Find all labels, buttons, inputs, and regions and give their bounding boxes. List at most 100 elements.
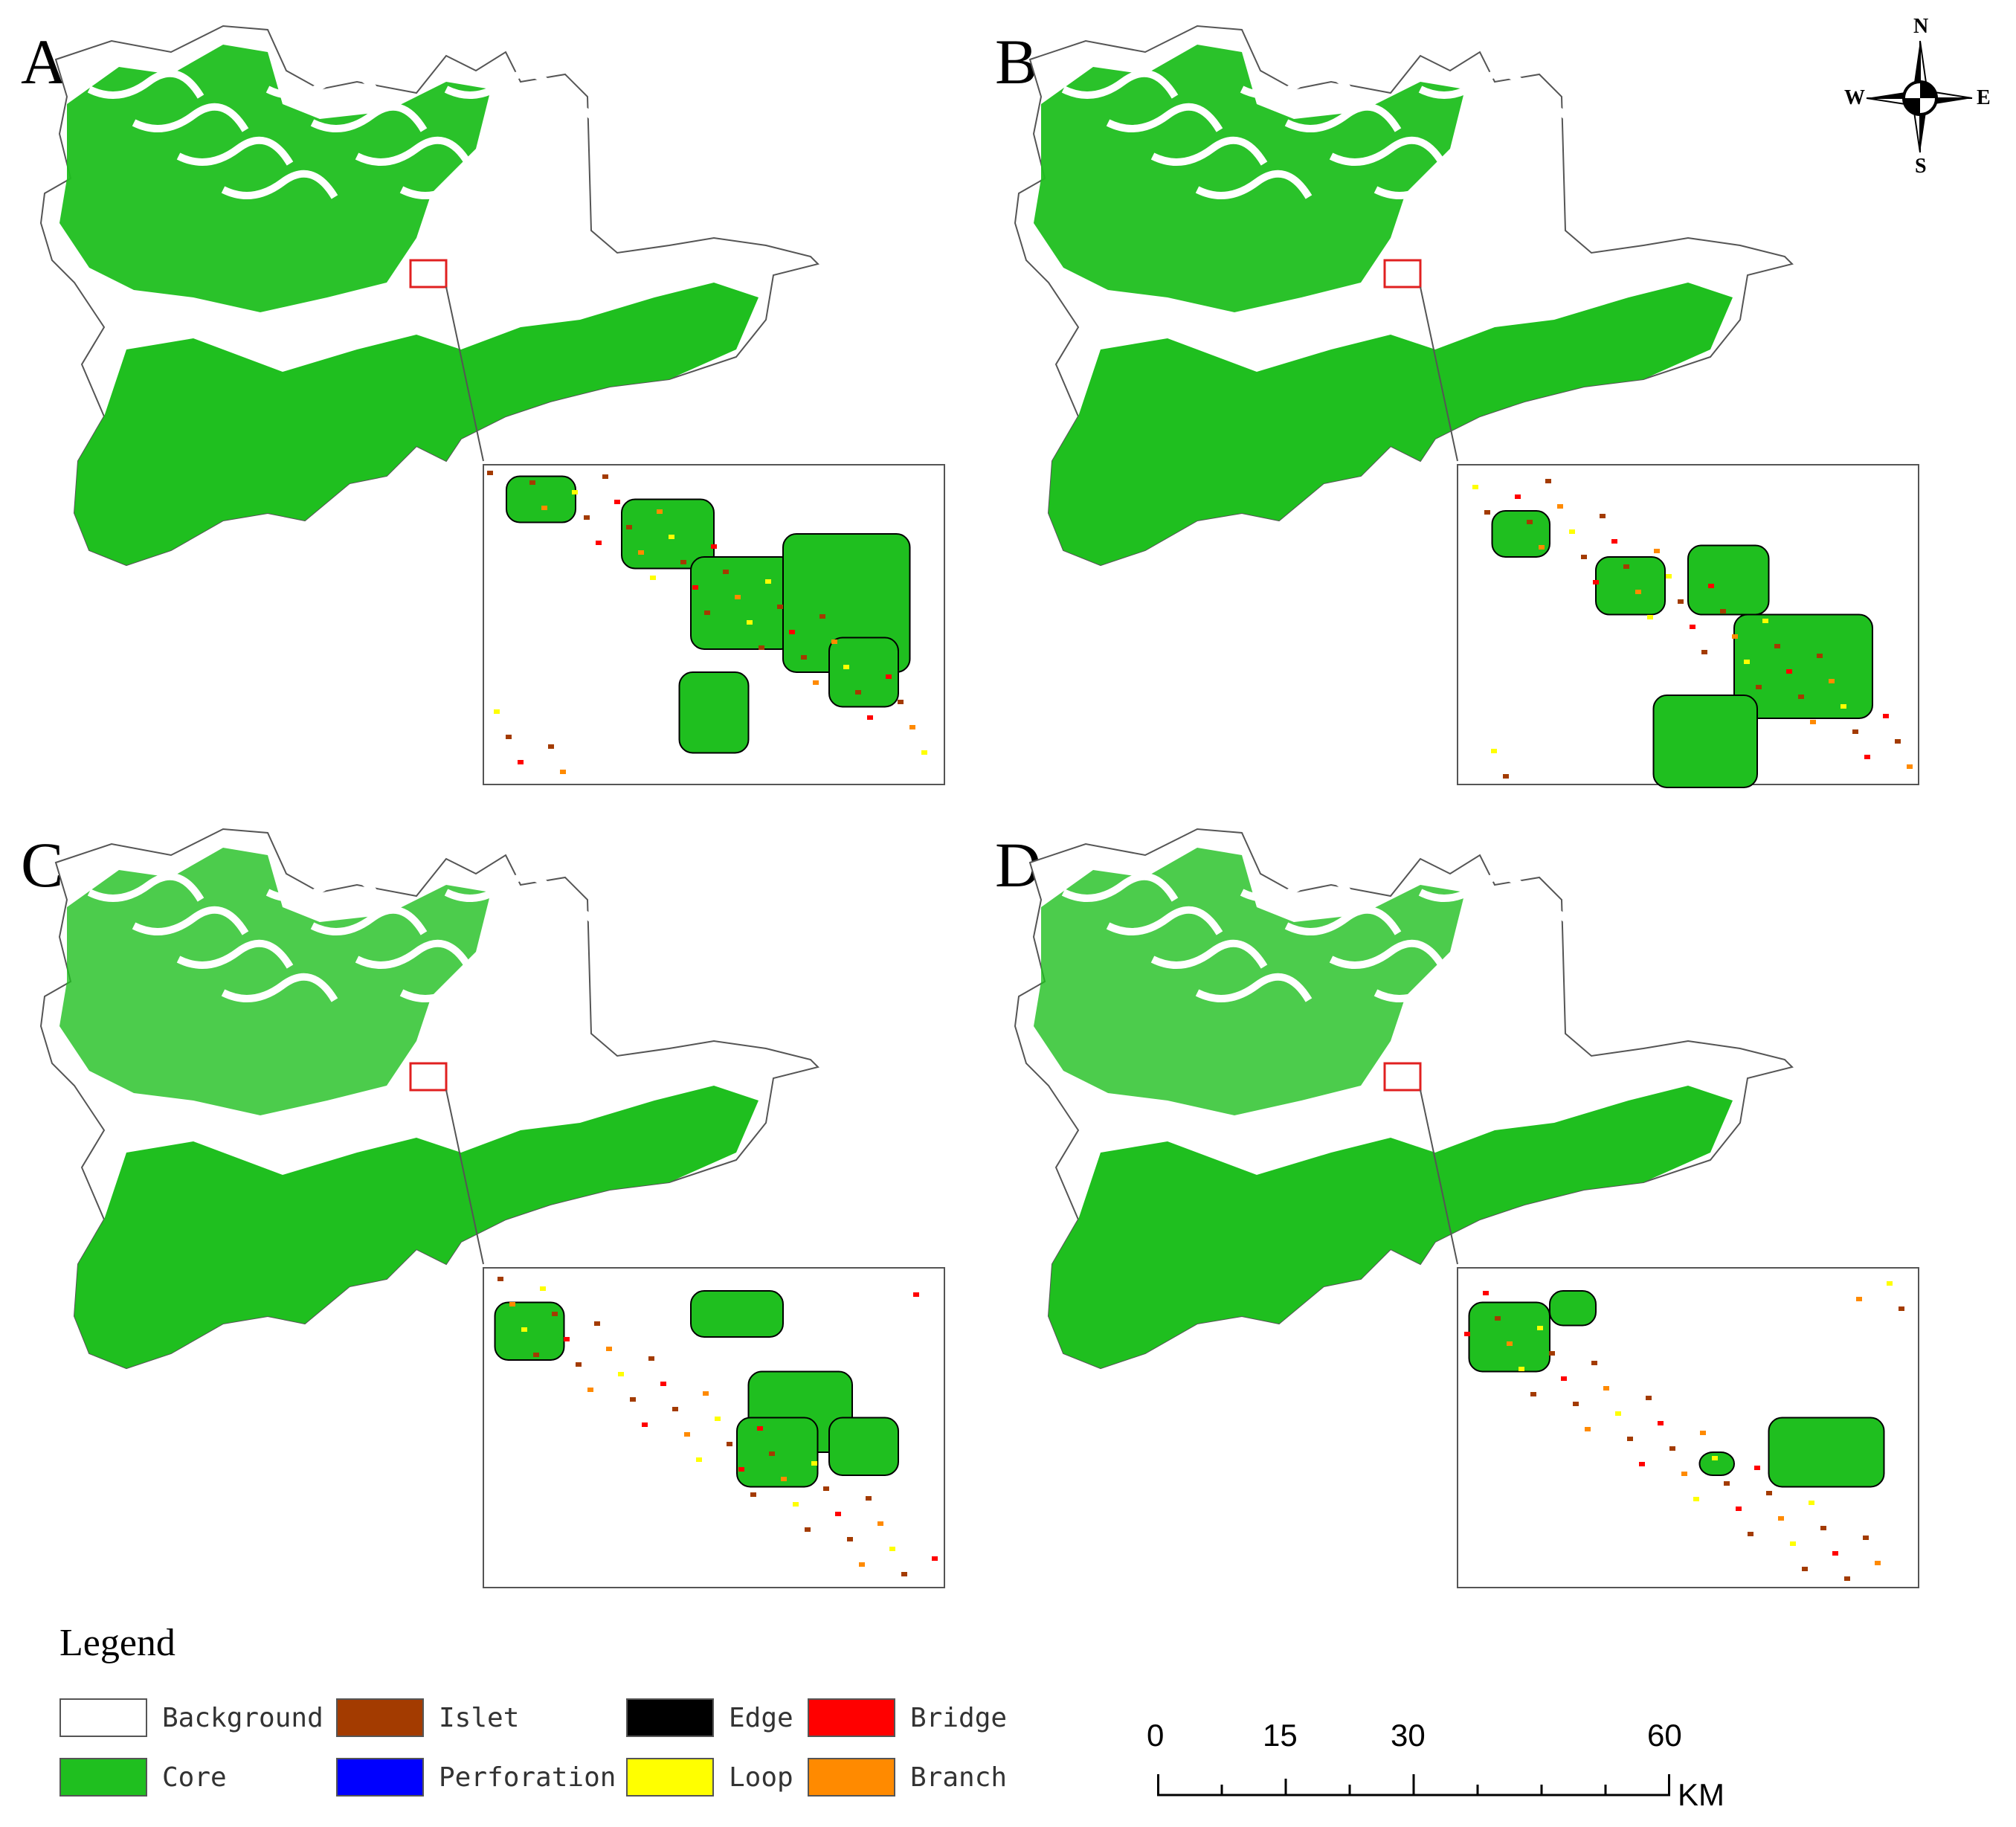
islet-mark (638, 550, 644, 555)
scale-bar-line (1157, 1774, 1670, 1797)
islet-mark (602, 474, 608, 479)
legend-swatch-loop (626, 1758, 714, 1797)
islet-mark (913, 1292, 919, 1297)
islet-mark (576, 1362, 582, 1367)
islet-mark (1744, 660, 1750, 664)
background-gap (1284, 103, 1402, 132)
islet-mark (1754, 1466, 1760, 1470)
islet-mark (819, 614, 825, 619)
islet-mark (757, 1426, 763, 1431)
background-gap (444, 69, 561, 99)
core-patch (736, 1417, 819, 1488)
legend-label-background: Background (162, 1702, 323, 1733)
core-area-north (59, 45, 491, 312)
legend-label-branch: Branch (910, 1762, 1008, 1793)
islet-mark (548, 744, 554, 749)
islet-mark (1681, 1472, 1687, 1476)
legend-item-loop: Loop (626, 1758, 793, 1797)
islet-mark (811, 1461, 817, 1466)
legend-item-core: Core (59, 1758, 227, 1797)
islet-mark (1615, 1411, 1621, 1416)
islet-mark (509, 1302, 515, 1306)
core-patch (1595, 556, 1666, 616)
islet-mark (901, 1572, 907, 1576)
islet-mark (1545, 479, 1551, 483)
legend-label-loop: Loop (729, 1762, 793, 1793)
core-patch (1549, 1290, 1597, 1327)
core-patch (690, 1290, 784, 1338)
islet-mark (789, 630, 795, 634)
background-gap (1150, 939, 1268, 969)
islet-mark (738, 1467, 744, 1472)
islet-mark (835, 1512, 841, 1516)
islet-mark (1557, 504, 1563, 509)
background-gap (310, 906, 428, 935)
background-gap (87, 872, 205, 902)
islet-mark (1708, 584, 1714, 588)
core-patch (690, 556, 796, 650)
legend-label-perforation: Perforation (439, 1762, 616, 1793)
legend-swatch-edge (626, 1698, 714, 1737)
background-gap (1463, 906, 1580, 935)
core-patch (1468, 1301, 1550, 1373)
background-gap (1418, 69, 1536, 99)
islet-mark (1748, 1532, 1753, 1536)
core-patch (1491, 510, 1550, 558)
region-map-a (39, 25, 945, 785)
islet-mark (487, 471, 493, 475)
islet-mark (1507, 1341, 1513, 1346)
compass-east: E (1977, 86, 1991, 109)
islet-mark (1832, 1551, 1838, 1556)
islet-mark (1883, 714, 1889, 718)
islet-mark (843, 665, 849, 669)
legend-label-islet: Islet (439, 1702, 520, 1733)
background-gap (1195, 170, 1313, 199)
compass-west: W (1844, 86, 1865, 109)
map-panel-b: B (974, 0, 1941, 818)
legend-swatch-islet (336, 1698, 424, 1737)
islet-mark (1786, 669, 1792, 674)
background-gap (176, 939, 294, 969)
islet-mark (932, 1556, 938, 1561)
islet-mark (1666, 574, 1672, 579)
background-gap (176, 136, 294, 166)
legend-swatch-bridge (808, 1698, 895, 1737)
islet-mark (866, 1496, 872, 1501)
map-panel-c: C (0, 803, 967, 1621)
scale-tick-0: 0 (1147, 1718, 1165, 1753)
islet-mark (1809, 1501, 1814, 1505)
islet-mark (518, 760, 524, 764)
islet-mark (1736, 1507, 1742, 1511)
islet-mark (889, 1547, 895, 1551)
islet-mark (1678, 599, 1684, 604)
islet-mark (1802, 1567, 1808, 1571)
region-map-d (1014, 828, 1919, 1588)
islet-mark (587, 1388, 593, 1392)
legend-label-bridge: Bridge (910, 1702, 1008, 1733)
islet-mark (1856, 1297, 1862, 1301)
legend-item-background: Background (59, 1698, 323, 1737)
islet-mark (704, 610, 710, 615)
background-gap (265, 69, 383, 99)
islet-mark (1712, 1456, 1718, 1460)
islet-mark (680, 560, 686, 564)
background-gap (1373, 973, 1491, 1002)
islet-mark (1495, 1316, 1501, 1321)
background-gap (399, 170, 517, 199)
islet-mark (777, 605, 783, 609)
inset-zoom (1457, 1267, 1919, 1588)
islet-mark (1732, 634, 1738, 639)
legend-item-perforation: Perforation (336, 1758, 616, 1797)
islet-mark (1519, 1367, 1524, 1371)
islet-mark (1875, 1561, 1881, 1565)
legend-item-islet: Islet (336, 1698, 519, 1737)
scale-bar: 0 15 30 60 KM (1145, 1718, 1740, 1812)
background-gap (265, 872, 383, 902)
map-panel-a: A (0, 0, 967, 818)
background-gap (1061, 872, 1179, 902)
islet-mark (1778, 1516, 1784, 1521)
islet-mark (533, 1353, 539, 1357)
islet-mark (1503, 774, 1509, 779)
islet-mark (1700, 1431, 1706, 1435)
inset-leader-line (1420, 286, 1458, 462)
